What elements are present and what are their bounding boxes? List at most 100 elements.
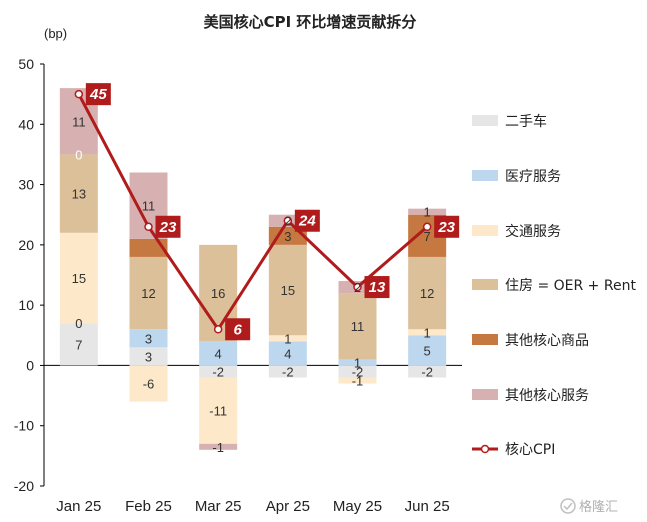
bar-交通服务 bbox=[59, 232, 98, 324]
legend-label: 医疗服务 bbox=[505, 169, 561, 185]
legend-label: 住房 = OER + Rent bbox=[505, 278, 636, 294]
x-tick-label: Jun 25 bbox=[405, 498, 450, 515]
core-cpi-label-box bbox=[364, 276, 390, 299]
segment-label: 12 bbox=[141, 286, 155, 301]
segment-label: 2 bbox=[354, 280, 361, 295]
segment-label: 11 bbox=[351, 319, 365, 334]
y-tick-label: 50 bbox=[18, 56, 34, 72]
y-tick-label: 40 bbox=[18, 116, 34, 132]
x-tick-label: Feb 25 bbox=[125, 498, 172, 515]
bar-住房-oer-rent bbox=[408, 256, 447, 330]
bar-医疗服务 bbox=[268, 341, 307, 366]
bar-其他核心服务 bbox=[199, 443, 238, 450]
core-cpi-label-box bbox=[225, 318, 251, 341]
core-cpi-label-box bbox=[85, 83, 111, 106]
bars bbox=[59, 88, 447, 450]
legend-swatch-交通服务 bbox=[472, 225, 498, 236]
legend-swatch-住房-oer-rent bbox=[472, 279, 498, 290]
y-tick-label: 10 bbox=[18, 297, 34, 313]
core-cpi-value-label: 24 bbox=[298, 213, 316, 230]
legend-label: 其他核心服务 bbox=[505, 388, 589, 404]
core-cpi-value-label: 13 bbox=[369, 279, 386, 296]
segment-label: -1 bbox=[212, 440, 224, 455]
x-tick-label: Jan 25 bbox=[56, 498, 101, 515]
segment-label: 4 bbox=[284, 346, 291, 361]
chart-title: 美国核心CPI 环比增速贡献拆分 bbox=[204, 13, 417, 31]
segment-label: 4 bbox=[215, 346, 222, 361]
segment-label: 7 bbox=[424, 229, 431, 244]
core-cpi-value-label: 45 bbox=[89, 86, 107, 103]
bar-二手车 bbox=[59, 323, 98, 366]
segment-label: 12 bbox=[420, 286, 434, 301]
segment-label: 15 bbox=[281, 283, 295, 298]
segment-label: 11 bbox=[142, 199, 156, 214]
segment-label: 0 bbox=[75, 147, 82, 162]
segment-label: -1 bbox=[352, 374, 364, 389]
bar-医疗服务 bbox=[199, 341, 238, 366]
y-tick-label: 20 bbox=[18, 237, 34, 253]
segment-label: 0 bbox=[75, 316, 82, 331]
core-cpi-point bbox=[283, 216, 293, 225]
bar-住房-oer-rent bbox=[59, 154, 98, 233]
data-labels: 7015131133-61211-24-1116-1-2411532-21-11… bbox=[72, 114, 435, 455]
bar-二手车 bbox=[268, 365, 307, 378]
legend-label: 核心CPI bbox=[505, 442, 555, 458]
core-cpi-point bbox=[353, 282, 362, 292]
core-cpi-label-box bbox=[294, 209, 320, 232]
segment-label: 5 bbox=[424, 343, 431, 358]
segment-label: 15 bbox=[72, 271, 86, 286]
y-unit-label: (bp) bbox=[44, 26, 67, 41]
bar-医疗服务 bbox=[129, 329, 168, 348]
y-tick-label: 0 bbox=[26, 357, 34, 373]
segment-label: 13 bbox=[72, 187, 86, 202]
y-tick-label: 30 bbox=[18, 177, 34, 193]
legend-label: 二手车 bbox=[505, 113, 547, 130]
core-cpi-label-box bbox=[434, 215, 460, 238]
segment-label: 3 bbox=[284, 229, 291, 244]
legend-label: 其他核心商品 bbox=[505, 333, 589, 349]
segment-label: 1 bbox=[284, 331, 291, 346]
y-tick-label: -20 bbox=[14, 478, 34, 494]
core-cpi-point bbox=[422, 222, 432, 232]
segment-label: 7 bbox=[75, 337, 82, 352]
watermark: 格隆汇 bbox=[560, 498, 618, 515]
bar-医疗服务 bbox=[338, 359, 377, 366]
segment-label: 1 bbox=[424, 325, 431, 340]
bar-二手车 bbox=[199, 365, 238, 378]
core-cpi-label-box bbox=[155, 215, 181, 238]
bar-医疗服务 bbox=[408, 335, 447, 366]
watermark-text: 格隆汇 bbox=[579, 499, 618, 515]
segment-label: 1 bbox=[424, 205, 431, 220]
x-tick-label: Mar 25 bbox=[195, 498, 242, 515]
core-cpi-point bbox=[144, 222, 153, 232]
bar-住房-oer-rent bbox=[268, 244, 307, 336]
legend-swatch-医疗服务 bbox=[472, 170, 498, 181]
segment-label: 3 bbox=[145, 331, 152, 346]
bar-住房-oer-rent bbox=[338, 293, 377, 360]
legend-swatch-二手车 bbox=[472, 115, 498, 126]
segment-label: 16 bbox=[211, 286, 225, 301]
segment-label: -11 bbox=[209, 404, 227, 419]
segment-label: 2 bbox=[284, 214, 291, 229]
legend-swatch-其他核心商品 bbox=[472, 334, 498, 345]
y-tick-label: -10 bbox=[14, 418, 34, 434]
core-cpi-value-label: 23 bbox=[437, 219, 455, 236]
core-cpi-value-label: 6 bbox=[233, 321, 242, 338]
segment-label: -2 bbox=[421, 364, 433, 379]
bar-住房-oer-rent bbox=[129, 256, 168, 330]
segment-label: 11 bbox=[72, 114, 86, 129]
core-cpi-point bbox=[213, 325, 223, 334]
bar-交通服务 bbox=[199, 377, 238, 444]
bar-交通服务 bbox=[129, 365, 168, 402]
segment-label: -6 bbox=[143, 377, 155, 392]
bar-二手车 bbox=[338, 365, 377, 378]
legend-swatch-其他核心服务 bbox=[472, 389, 498, 400]
bar-二手车 bbox=[408, 365, 447, 378]
legend-label: 交通服务 bbox=[505, 223, 561, 240]
bar-其他核心服务 bbox=[408, 208, 447, 215]
bar-交通服务 bbox=[408, 329, 447, 336]
core-cpi-point bbox=[74, 89, 84, 99]
